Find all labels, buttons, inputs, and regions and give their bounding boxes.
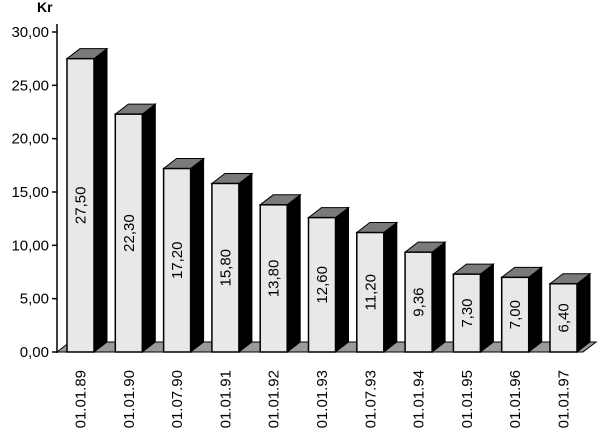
bar-side-face — [335, 206, 349, 354]
bar — [355, 221, 399, 354]
bar — [307, 206, 350, 354]
bar — [548, 272, 592, 354]
bar-front-face — [500, 276, 530, 353]
data-label: 17,20 — [169, 241, 186, 279]
x-tick-label: 01.07.93 — [362, 370, 379, 428]
y-tick-label: 20,00 — [11, 131, 49, 148]
x-tick-label: 01.01.92 — [266, 370, 283, 428]
bar-side-face — [238, 172, 253, 354]
bar-side-face — [576, 272, 591, 354]
bar-front-face — [307, 216, 337, 353]
x-tick-label: 01.01.90 — [121, 370, 138, 428]
x-tick-label: 01.01.97 — [556, 370, 573, 428]
x-axis-labels: 01.01.89 01.01.90 01.07.90 01.01.91 01.01.92… — [73, 370, 573, 428]
bar-front-face — [114, 113, 144, 353]
bar-side-face — [431, 241, 446, 354]
bar-side-face — [190, 157, 205, 354]
bar-front-face — [162, 167, 192, 353]
bar-side-face — [93, 47, 108, 354]
data-label: 7,30 — [459, 298, 476, 327]
bar — [162, 157, 206, 354]
bar — [65, 47, 109, 354]
data-label: 6,40 — [556, 303, 573, 332]
data-label: 7,00 — [507, 300, 524, 329]
data-label: 27,50 — [73, 187, 90, 225]
y-tick-label: 30,00 — [11, 24, 49, 41]
x-tick-label: 01.01.89 — [73, 370, 90, 428]
y-tick-label: 10,00 — [11, 237, 49, 254]
bar-front-face — [452, 273, 482, 353]
x-tick-label: 01.01.93 — [314, 370, 331, 428]
bar — [451, 263, 495, 354]
y-unit-label: Kr — [37, 0, 53, 15]
bar-side-face — [286, 193, 301, 354]
bar-side-face — [479, 263, 494, 354]
y-tick-label: 5,00 — [20, 291, 49, 308]
bars — [65, 47, 592, 354]
y-tick-label: 0,00 — [20, 344, 49, 361]
data-label: 12,60 — [314, 266, 331, 304]
bar — [403, 241, 447, 354]
bar-front-face — [404, 251, 433, 353]
bar-front-face — [211, 182, 240, 353]
x-tick-label: 01.01.95 — [459, 370, 476, 428]
data-labels: 27,50 22,30 17,20 15,80 13,80 12,60 11,20 9,36 7… — [73, 187, 573, 333]
bar — [500, 266, 544, 354]
data-label: 11,20 — [362, 274, 379, 310]
x-tick-label: 01.01.96 — [507, 370, 524, 428]
bar-front-face — [356, 231, 385, 353]
x-tick-label: 01.01.94 — [411, 370, 428, 428]
data-label: 13,80 — [266, 260, 283, 298]
data-label: 9,36 — [411, 287, 428, 316]
y-tick-label: 25,00 — [11, 77, 49, 94]
bar-front-face — [259, 204, 288, 353]
bar — [258, 193, 302, 354]
data-label: 15,80 — [217, 249, 234, 287]
x-tick-label: 01.01.91 — [217, 370, 234, 428]
bar-side-face — [528, 266, 543, 354]
y-tick-label: 15,00 — [11, 184, 49, 201]
bar — [113, 103, 157, 354]
y-axis-ticks: 0,00 5,00 10,00 15,00 20,00 25,00 30,00 — [11, 24, 57, 361]
x-tick-label: 01.07.90 — [169, 370, 186, 428]
data-label: 22,30 — [121, 214, 138, 252]
bar — [210, 172, 254, 354]
bar-front-face — [549, 282, 578, 353]
bar-side-face — [141, 103, 156, 354]
bar-front-face — [66, 57, 95, 353]
bar-side-face — [383, 221, 398, 354]
